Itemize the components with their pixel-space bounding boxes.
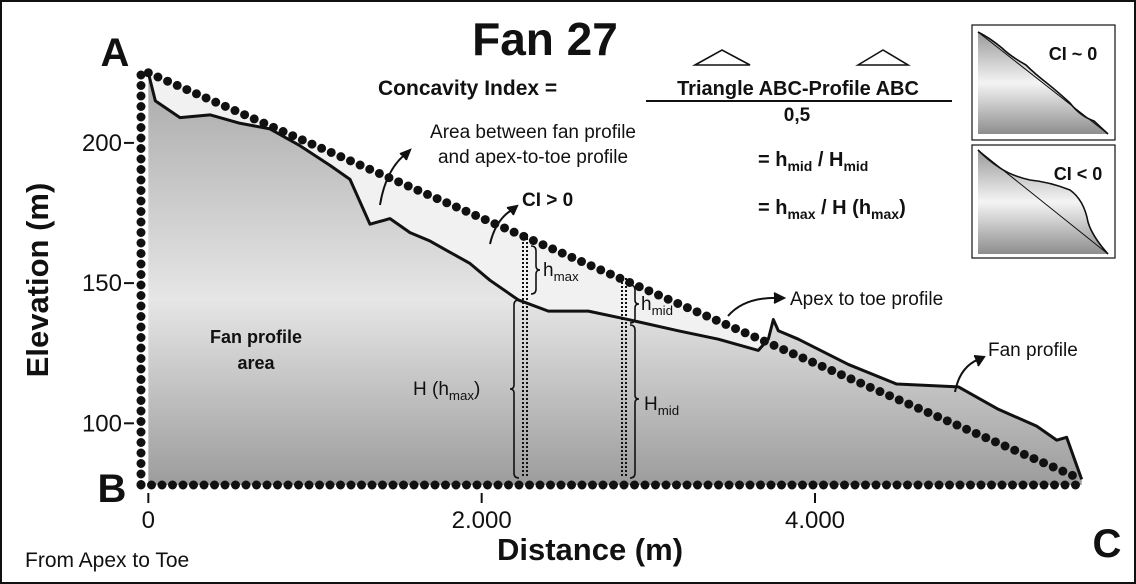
x-axis-label: Distance (m) [497, 532, 683, 567]
brackets [509, 245, 640, 479]
series-line [146, 72, 1084, 480]
y-tick-label: 200 [82, 130, 122, 157]
annotation: hmax [543, 260, 579, 284]
ann-part: h [543, 260, 554, 281]
eq-part: / H [812, 149, 843, 171]
formula-denominator: 0,5 [784, 105, 811, 126]
arrows [379, 148, 986, 393]
y-axis-label: Elevation (m) [20, 183, 55, 378]
corner-label: C [1093, 522, 1122, 566]
eq-part: / H (h [815, 197, 871, 219]
annotation: Apex to toe profile [790, 289, 943, 310]
annotation: hmid [641, 294, 673, 318]
annotation: Fan profile [210, 327, 302, 347]
eq-part: = h [758, 149, 787, 171]
eq-sub: mid [787, 158, 812, 174]
annotation: Fan profile [988, 340, 1078, 361]
ann-part: ) [474, 379, 480, 400]
inset: CI < 0 [971, 144, 1116, 259]
x-tick-label: 2.000 [452, 507, 512, 534]
annotation: CI > 0 [522, 190, 573, 211]
annotation: and apex-to-toe profile [438, 147, 628, 168]
annotation: H (hmax) [413, 379, 480, 403]
eq-sub: mid [843, 158, 868, 174]
ann-part: h [641, 294, 652, 315]
formula-lhs: Concavity Index = [378, 77, 557, 100]
ann-sub: max [449, 388, 474, 403]
measurements [522, 234, 627, 478]
y-tick-label: 100 [82, 410, 122, 437]
eq-part: ) [899, 197, 906, 219]
x-tick-label: 0 [142, 507, 155, 534]
y-tick-label: 150 [82, 270, 122, 297]
formula-numerator: Triangle ABC-Profile ABC [677, 78, 919, 100]
formula-eq1: = hmid / Hmid [758, 149, 868, 174]
eq-sub: max [787, 206, 815, 222]
plot-area [143, 68, 1087, 486]
inset-label: CI ~ 0 [1049, 44, 1098, 64]
inset-label: CI < 0 [1054, 164, 1103, 184]
ann-sub: mid [658, 403, 679, 418]
annotation: Hmid [644, 394, 679, 418]
formula-eq2: = hmax / H (hmax) [758, 197, 906, 222]
corner-label: B [98, 467, 127, 511]
eq-part: = h [758, 197, 787, 219]
ann-part: H (h [413, 379, 449, 400]
annotation: Area between fan profile [430, 122, 636, 143]
ann-part: H [644, 394, 658, 415]
inset: CI ~ 0 [971, 24, 1116, 141]
ann-sub: max [554, 269, 579, 284]
corner-label: A [101, 31, 130, 75]
ann-sub: mid [652, 303, 673, 318]
eq-sub: max [871, 206, 899, 222]
triangle-symbols [691, 49, 911, 66]
annotation: area [237, 353, 275, 373]
series-line [143, 68, 1087, 484]
footer-note: From Apex to Toe [25, 549, 189, 572]
chart-title: Fan 27 [472, 13, 618, 65]
x-tick-label: 4.000 [785, 507, 845, 534]
